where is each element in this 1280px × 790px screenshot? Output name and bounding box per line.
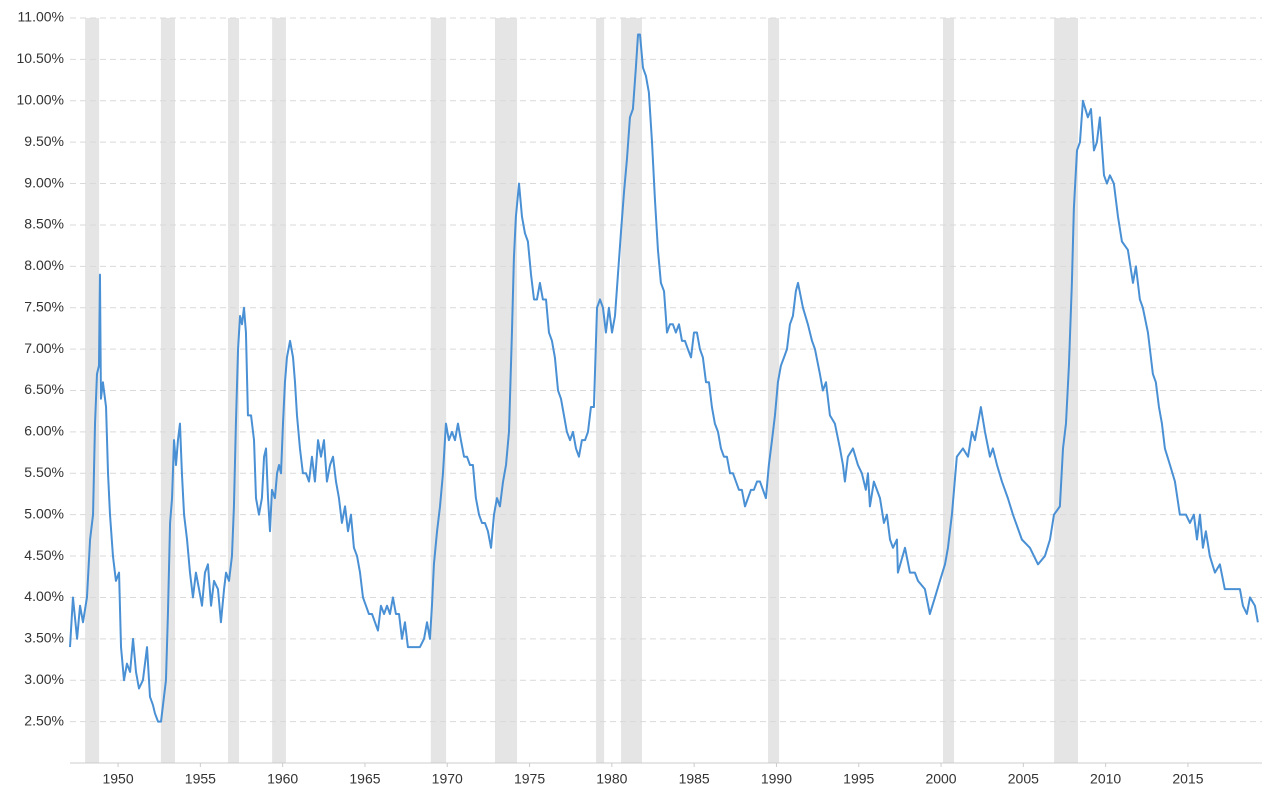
x-tick-label: 1995 — [843, 771, 874, 787]
y-tick-label: 10.00% — [17, 91, 64, 107]
y-tick-label: 2.50% — [24, 712, 64, 728]
recession-band — [943, 18, 955, 763]
y-tick-label: 10.50% — [17, 50, 64, 66]
y-tick-label: 9.50% — [24, 133, 64, 149]
recession-band — [430, 18, 447, 763]
x-tick-label: 2015 — [1172, 771, 1203, 787]
y-tick-label: 4.50% — [24, 547, 64, 563]
y-tick-label: 7.50% — [24, 298, 64, 314]
x-tick-label: 1975 — [514, 771, 545, 787]
recession-band — [160, 18, 176, 763]
x-tick-label: 1970 — [432, 771, 463, 787]
recession-band — [494, 18, 518, 763]
x-tick-label: 1990 — [761, 771, 792, 787]
y-tick-label: 11.00% — [18, 9, 64, 25]
y-tick-label: 7.00% — [24, 340, 64, 356]
x-tick-label: 1965 — [349, 771, 380, 787]
y-tick-label: 9.00% — [24, 174, 64, 190]
x-tick-label: 1980 — [596, 771, 627, 787]
y-tick-label: 8.00% — [24, 257, 64, 273]
y-tick-label: 5.00% — [24, 505, 64, 521]
y-tick-label: 3.00% — [24, 671, 64, 687]
recession-band — [1054, 18, 1078, 763]
x-tick-label: 2010 — [1090, 771, 1121, 787]
y-tick-label: 4.00% — [24, 588, 64, 604]
x-tick-label: 2000 — [925, 771, 956, 787]
x-tick-label: 2005 — [1008, 771, 1039, 787]
data-line — [69, 33, 1259, 723]
y-tick-label: 3.50% — [24, 630, 64, 646]
x-tick-label: 1950 — [102, 771, 133, 787]
y-tick-label: 8.50% — [24, 216, 64, 232]
y-tick-label: 6.50% — [24, 381, 64, 397]
x-tick-label: 1985 — [679, 771, 710, 787]
x-tick-label: 1960 — [267, 771, 298, 787]
recession-band — [272, 18, 286, 763]
y-tick-label: 6.00% — [24, 423, 64, 439]
x-tick-label: 1955 — [185, 771, 216, 787]
y-tick-label: 5.50% — [24, 464, 64, 480]
